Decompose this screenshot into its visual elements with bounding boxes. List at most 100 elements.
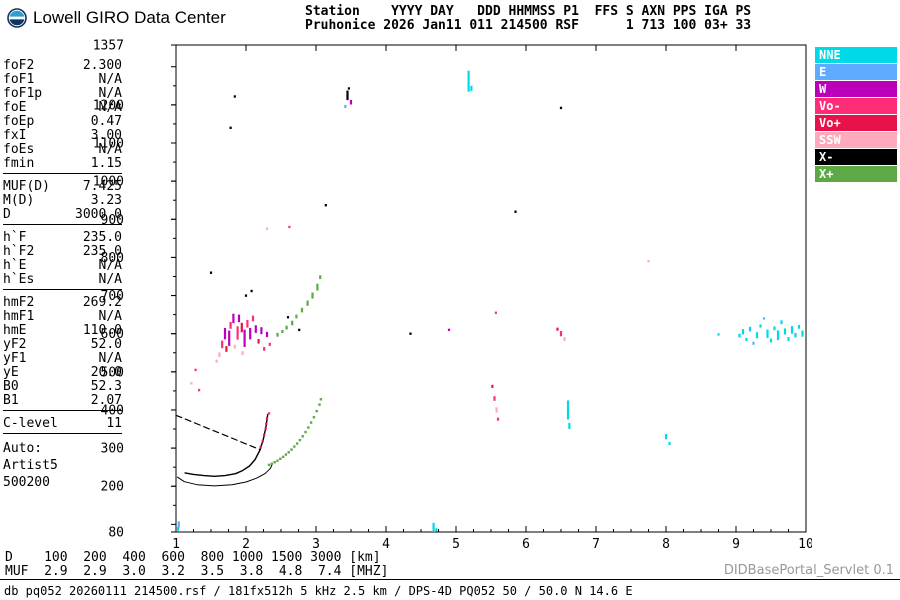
param-row-B0: B0 52.3 <box>3 380 122 394</box>
d-muf-table: D 100 200 400 600 800 1000 1500 3000 [km] MUF 2.9 2.… <box>5 551 388 579</box>
svg-text:1200: 1200 <box>93 98 124 113</box>
muf-row-value: 2.9 <box>44 564 68 579</box>
param-value: 1.15 <box>90 156 122 171</box>
param-row-MUF(D): MUF(D) 7.425 <box>3 180 122 194</box>
d-row-value: 600 <box>161 550 185 565</box>
param-name: foEs <box>3 142 35 157</box>
svg-text:9: 9 <box>732 537 740 552</box>
param-name: h`E <box>3 258 27 273</box>
dashed-guide-line <box>175 414 261 451</box>
d-row-value: 400 <box>122 550 146 565</box>
param-row-fxI: fxI 3.00 <box>3 129 122 143</box>
param-name: hmE <box>3 323 27 338</box>
svg-text:3: 3 <box>312 537 320 552</box>
param-name: fmin <box>3 156 35 171</box>
param-row-foEs: foEs N/A <box>3 143 122 157</box>
param-row-B1: B1 2.07 <box>3 394 122 408</box>
param-value: 269.2 <box>82 295 122 310</box>
brand: Lowell GIRO Data Center <box>7 8 226 28</box>
param-value: 3000.0 <box>75 207 122 222</box>
parameter-group: foF2 2.300 foF1 N/A foF1p N/A foE N/A foEp 0.47 fx… <box>3 59 122 174</box>
d-row: D 100 200 400 600 800 1000 1500 3000 [km] <box>5 551 388 565</box>
param-value: 2.07 <box>90 393 122 408</box>
svg-text:200: 200 <box>101 480 124 495</box>
ionogram-plot: 1 2 3 4 5 6 7 8 9 10 80 200 300 400 500 600 700 800 900 100… <box>93 39 812 553</box>
station-header-line1: Station YYYY DAY DDD HHMMSS P1 FFS S AXN… <box>305 4 752 19</box>
x-trace <box>267 398 323 467</box>
auto-scaler-line: 500200 <box>3 475 50 490</box>
legend-item-X-: X- <box>815 149 897 165</box>
svg-text:700: 700 <box>101 289 124 304</box>
param-name: h`F2 <box>3 244 35 259</box>
station-header: Station YYYY DAY DDD HHMMSS P1 FFS S AXN… <box>305 5 751 33</box>
param-name: yF2 <box>3 337 27 352</box>
d-row-value: 3000 <box>310 550 342 565</box>
param-name: B0 <box>3 379 19 394</box>
legend-item-E: E <box>815 64 897 80</box>
d-row-value: 1000 <box>231 550 264 565</box>
param-row-h`Es: h`Es N/A <box>3 273 122 287</box>
param-value: 52.3 <box>90 379 122 394</box>
auto-scaler-line: Artist5 <box>3 458 58 473</box>
param-row-foF1: foF1 N/A <box>3 73 122 87</box>
giro-logo-icon <box>7 8 27 28</box>
svg-text:1357: 1357 <box>93 39 124 54</box>
param-row-fmin: fmin 1.15 <box>3 157 122 171</box>
svg-text:8: 8 <box>662 537 670 552</box>
param-row-yE: yE 20.0 <box>3 366 122 380</box>
param-value: 3.00 <box>90 128 122 143</box>
auto-scaler-line: Auto: <box>3 441 43 456</box>
envelope-trace <box>176 464 273 487</box>
svg-text:900: 900 <box>101 213 124 228</box>
param-name: foF1 <box>3 72 35 87</box>
muf-row-value: 2.9 <box>83 564 107 579</box>
param-name: foF1p <box>3 86 43 101</box>
param-value: 3.23 <box>90 193 122 208</box>
param-name: MUF(D) <box>3 179 50 194</box>
param-value: 0.47 <box>90 114 122 129</box>
param-name: hmF1 <box>3 309 35 324</box>
svg-text:800: 800 <box>101 251 124 266</box>
param-value: N/A <box>98 86 122 101</box>
param-row-D: D 3000.0 <box>3 208 122 222</box>
d-row-unit: [km] <box>349 550 381 565</box>
param-value: 2.300 <box>82 58 122 73</box>
param-value: 110.0 <box>82 323 122 338</box>
param-value: 7.425 <box>82 179 122 194</box>
brand-title: Lowell GIRO Data Center <box>33 8 226 27</box>
svg-text:500: 500 <box>101 365 124 380</box>
station-header-line2: Pruhonice 2026 Jan11 011 214500 RSF 1 71… <box>305 18 752 33</box>
param-name: h`Es <box>3 272 35 287</box>
param-name: yF1 <box>3 351 27 366</box>
o-trace <box>184 413 269 477</box>
status-separator <box>0 579 900 580</box>
muf-row-label: MUF <box>5 564 29 579</box>
param-row-foF1p: foF1p N/A <box>3 87 122 101</box>
muf-row-value: 3.2 <box>161 564 185 579</box>
param-name: C-level <box>3 416 58 431</box>
param-name: B1 <box>3 393 19 408</box>
legend-item-Vo-: Vo- <box>815 98 897 114</box>
param-row-foF2: foF2 2.300 <box>3 59 122 73</box>
param-row-foE: foE N/A <box>3 101 122 115</box>
muf-row-value: 4.8 <box>278 564 303 579</box>
param-value: N/A <box>98 309 122 324</box>
status-bar: db pq052 20260111 214500.rsf / 181fx512h… <box>4 584 633 598</box>
plot-frame <box>175 44 807 533</box>
param-row-foEp: foEp 0.47 <box>3 115 122 129</box>
param-name: fxI <box>3 128 27 143</box>
param-row-h`E: h`E N/A <box>3 259 122 273</box>
parameter-group: MUF(D) 7.425 M(D) 3.23 D 3000.0 <box>3 180 122 225</box>
y-axis: 80 200 300 400 500 600 700 800 900 1000 1100 1200 13… <box>93 39 176 541</box>
svg-text:1: 1 <box>172 537 180 552</box>
auto-scaler-block: Auto: Artist5 500200 <box>3 440 122 491</box>
svg-text:2: 2 <box>242 537 250 552</box>
svg-text:80: 80 <box>108 526 124 541</box>
param-value: N/A <box>98 272 122 287</box>
muf-row-unit: [MHZ] <box>349 564 389 579</box>
muf-row-value: 7.4 <box>317 564 342 579</box>
d-row-value: 800 <box>200 550 225 565</box>
param-name: foF2 <box>3 58 35 73</box>
d-row-value: 1500 <box>271 550 303 565</box>
muf-row-value: 3.5 <box>200 564 225 579</box>
